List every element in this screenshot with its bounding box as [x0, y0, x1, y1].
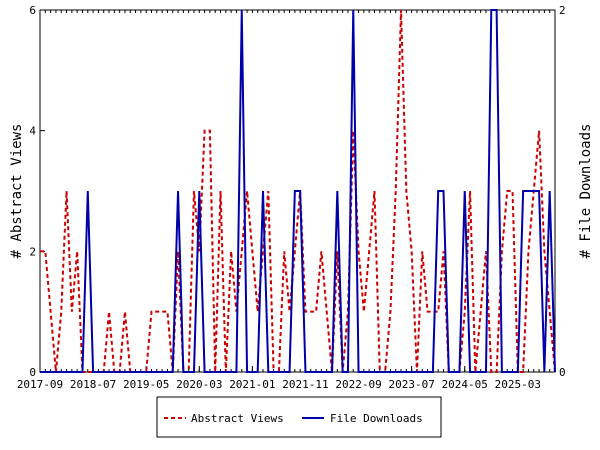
- x-tick-label: 2019-05: [123, 378, 169, 391]
- y-right-tick-label: 0: [559, 366, 566, 379]
- y-left-tick-label: 2: [29, 245, 36, 258]
- x-tick-label: 2024-05: [442, 378, 488, 391]
- y-left-tick-label: 0: [29, 366, 36, 379]
- x-tick-label: 2023-07: [388, 378, 434, 391]
- y-axis-left-title: # Abstract Views: [9, 124, 25, 259]
- x-tick-label: 2021-01: [229, 378, 275, 391]
- x-tick-label: 2025-03: [495, 378, 541, 391]
- series-layer: [40, 9, 556, 373]
- legend: Abstract Views File Downloads: [156, 396, 442, 438]
- x-tick-label: 2017-09: [17, 378, 63, 391]
- legend-label-abstract-views: Abstract Views: [191, 412, 284, 425]
- legend-box: [156, 396, 442, 438]
- y-left-tick-label: 6: [29, 4, 36, 17]
- series-line-abstract-views: [40, 9, 556, 373]
- x-tick-label: 2022-09: [335, 378, 381, 391]
- y-right-tick-label: 2: [559, 4, 566, 17]
- x-tick-label: 2020-03: [176, 378, 222, 391]
- series-line-file-downloads: [40, 9, 556, 373]
- x-axis-tick-labels: 2017-09 2018-07 2019-05 2020-03 2021-01 2021-…: [17, 366, 541, 391]
- legend-label-file-downloads: File Downloads: [330, 412, 423, 425]
- y-axis-right-title: # File Downloads: [578, 124, 594, 259]
- y-left-tick-label: 4: [29, 125, 36, 138]
- x-tick-label: 2018-07: [70, 378, 116, 391]
- x-tick-label: 2021-11: [282, 378, 328, 391]
